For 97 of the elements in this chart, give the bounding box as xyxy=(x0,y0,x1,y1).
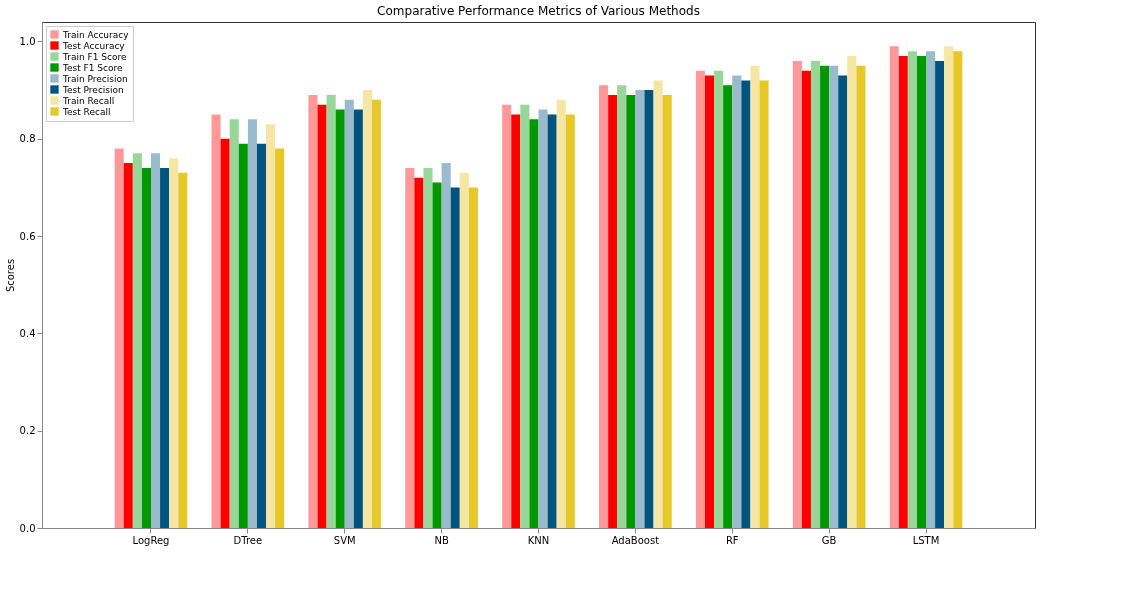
bar xyxy=(889,46,899,528)
y-tick-label: 1.0 xyxy=(19,35,36,47)
bar xyxy=(211,114,221,528)
x-tick-label: LSTM xyxy=(912,534,940,546)
bar xyxy=(520,104,530,528)
legend-label: Train Accuracy xyxy=(62,29,130,40)
bar xyxy=(308,94,318,528)
bar xyxy=(114,148,124,528)
bar xyxy=(847,56,857,528)
bar xyxy=(907,51,917,528)
bar xyxy=(810,60,821,528)
x-tick-label: DTree xyxy=(233,534,263,546)
bar xyxy=(565,114,575,528)
bar xyxy=(547,114,557,528)
bar xyxy=(123,163,133,528)
bar xyxy=(653,80,663,528)
bar xyxy=(150,153,161,528)
y-tick-label: 0.6 xyxy=(19,230,36,242)
legend-label: Train Precision xyxy=(62,73,128,84)
bar xyxy=(626,94,636,528)
legend-label: Test F1 Score xyxy=(62,62,124,73)
bar xyxy=(141,167,151,528)
bar xyxy=(275,148,285,528)
bar xyxy=(935,60,945,528)
bar xyxy=(414,177,424,528)
x-tick-label: AdaBoost xyxy=(611,534,660,546)
bar xyxy=(820,65,830,528)
bar xyxy=(801,70,811,528)
bar xyxy=(635,90,645,528)
bar xyxy=(829,65,839,528)
bar xyxy=(132,153,142,528)
legend-label: Test Accuracy xyxy=(62,40,126,51)
bar xyxy=(502,104,512,528)
bar xyxy=(723,85,733,528)
legend-label: Train Recall xyxy=(62,95,115,106)
bar xyxy=(169,158,179,528)
bar xyxy=(750,65,760,528)
x-tick-label: RF xyxy=(725,534,739,546)
bar xyxy=(662,94,672,528)
bar xyxy=(608,94,618,528)
bar xyxy=(599,85,609,528)
bar xyxy=(353,109,363,528)
bar xyxy=(714,70,724,528)
x-tick-label: KNN xyxy=(527,534,550,546)
bar xyxy=(741,80,751,528)
bar xyxy=(423,167,433,528)
bar xyxy=(238,143,248,528)
y-tick-label: 0.8 xyxy=(19,133,36,145)
y-tick-label: 0.4 xyxy=(19,327,36,339)
bar xyxy=(617,85,627,528)
bar xyxy=(459,172,469,528)
x-tick-label: SVM xyxy=(333,534,356,546)
bar xyxy=(229,119,239,528)
bar xyxy=(450,187,460,528)
bar xyxy=(317,104,327,528)
bar xyxy=(705,75,715,528)
bar xyxy=(326,94,336,528)
bar xyxy=(405,167,415,528)
legend-label: Test Recall xyxy=(62,106,111,117)
bar xyxy=(468,187,478,528)
bar xyxy=(926,51,936,528)
bar xyxy=(441,163,451,528)
x-tick-label: LogReg xyxy=(132,534,170,546)
bar xyxy=(732,75,742,528)
bar xyxy=(944,46,954,528)
bar xyxy=(856,65,866,528)
bar xyxy=(838,75,848,528)
bar xyxy=(220,138,230,528)
bar xyxy=(644,90,654,528)
bar xyxy=(335,109,345,528)
x-tick-label: GB xyxy=(821,534,837,546)
y-tick-label: 0.0 xyxy=(19,522,36,534)
bar xyxy=(362,90,372,528)
legend-label: Test Precision xyxy=(62,84,124,95)
bar xyxy=(256,143,267,528)
bar xyxy=(792,60,802,528)
bar xyxy=(178,172,188,528)
bar xyxy=(160,167,170,528)
x-tick-label: NB xyxy=(434,534,449,546)
bar xyxy=(247,119,257,528)
bar xyxy=(556,99,566,528)
bar xyxy=(432,182,442,528)
bar xyxy=(371,99,382,528)
bar xyxy=(759,80,769,528)
bar xyxy=(529,119,539,528)
bar xyxy=(511,114,521,528)
bar xyxy=(538,109,548,528)
bar xyxy=(695,70,706,528)
chart-title: Comparative Performance Metrics of Various Methods xyxy=(377,4,700,18)
bar xyxy=(953,51,963,528)
bar xyxy=(266,124,276,528)
bar xyxy=(898,56,908,528)
y-axis-title: Scores xyxy=(4,258,16,293)
y-tick-label: 0.2 xyxy=(19,425,36,437)
legend-label: Train F1 Score xyxy=(62,51,127,62)
bar xyxy=(344,99,354,528)
bar xyxy=(916,56,927,528)
